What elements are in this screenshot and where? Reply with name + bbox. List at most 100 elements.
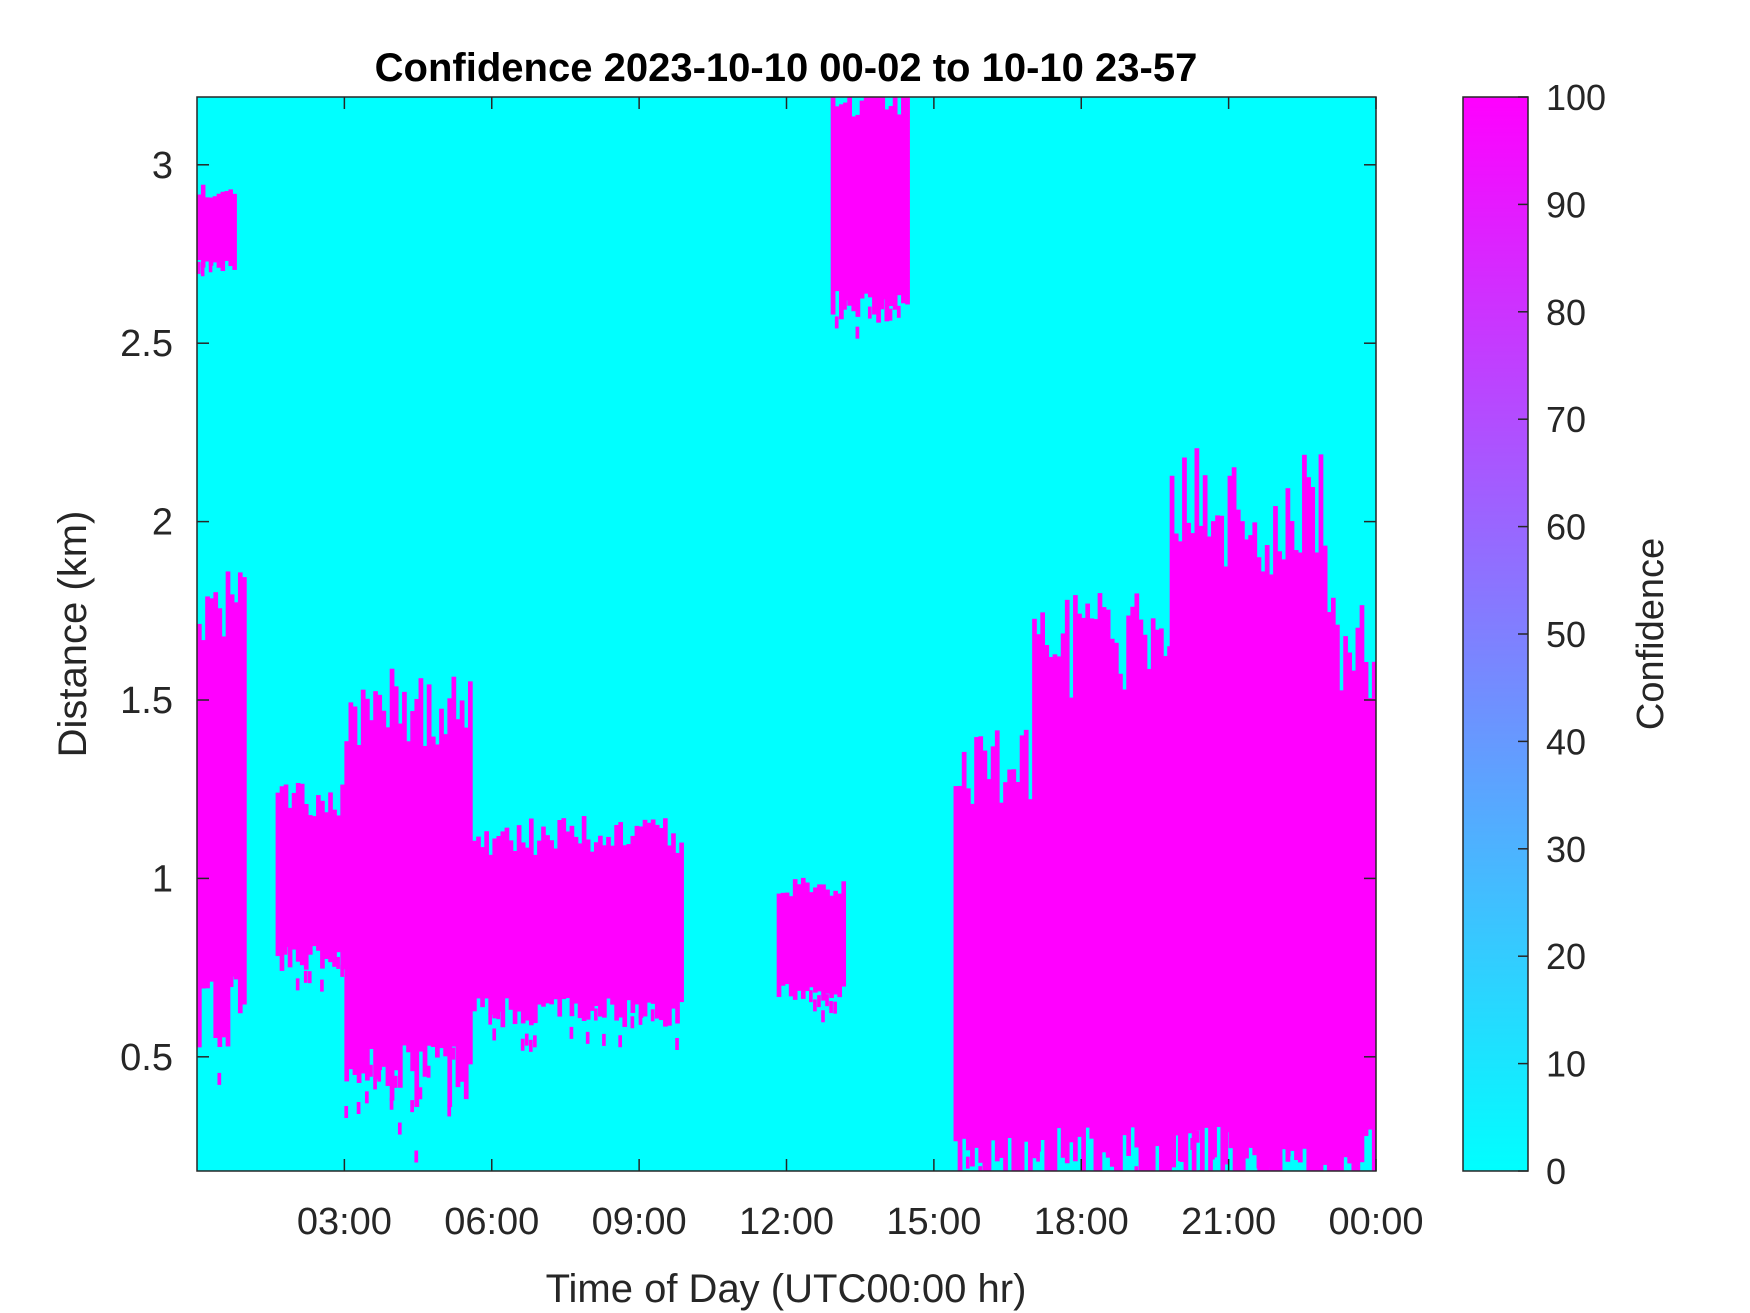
heatmap-cell <box>1257 1253 1261 1265</box>
heatmap-cell <box>414 698 420 1107</box>
heatmap-cell <box>1289 521 1295 1150</box>
heatmap-cell <box>229 975 234 988</box>
heatmap-cell <box>336 956 340 969</box>
heatmap-cell <box>618 822 623 1018</box>
heatmap-cell <box>809 892 814 988</box>
colorbar-tick-label: 80 <box>1546 292 1586 333</box>
heatmap-cell <box>225 571 231 1047</box>
heatmap-cell <box>884 109 890 322</box>
x-tick-label: 15:00 <box>886 1201 981 1243</box>
heatmap-cell <box>418 1087 423 1100</box>
heatmap-cell <box>602 845 607 1018</box>
heatmap-cell <box>1319 1188 1323 1200</box>
heatmap-cell <box>813 887 818 993</box>
heatmap-cell <box>1015 782 1021 1171</box>
heatmap-cell <box>1056 656 1062 1129</box>
heatmap-cell <box>451 1047 456 1060</box>
heatmap-cell <box>630 1016 635 1029</box>
heatmap-cell <box>447 1104 452 1117</box>
heatmap-cell <box>1143 1232 1147 1244</box>
heatmap-cell <box>213 592 219 1039</box>
heatmap-cell <box>197 261 201 274</box>
heatmap-cell <box>348 702 354 1070</box>
heatmap-cell <box>1248 535 1254 1084</box>
heatmap-cell <box>303 804 309 970</box>
heatmap-cell <box>1293 1116 1298 1129</box>
heatmap-cell <box>1326 612 1332 1171</box>
y-tick-label: 2 <box>152 502 173 544</box>
heatmap-cell <box>841 881 847 987</box>
heatmap-cell <box>557 820 563 1017</box>
heatmap-cell <box>784 892 790 985</box>
colorbar-tick-label: 50 <box>1546 614 1586 655</box>
heatmap-cell <box>618 1035 622 1048</box>
heatmap-cell <box>634 825 640 1005</box>
heatmap-cell <box>650 1009 655 1022</box>
heatmap-cell <box>1227 475 1233 1092</box>
heatmap-cell <box>880 97 886 300</box>
heatmap-cell <box>1202 475 1208 1108</box>
heatmap-cell <box>201 640 206 989</box>
heatmap-cell <box>1306 477 1311 1129</box>
heatmap-cell <box>1173 1117 1178 1130</box>
heatmap-cell <box>476 836 481 999</box>
heatmap-cell <box>1182 457 1187 1140</box>
heatmap-cell <box>541 826 546 1007</box>
heatmap-cell <box>299 783 305 966</box>
heatmap-cell <box>1281 559 1287 1150</box>
heatmap-cell <box>1028 1234 1032 1246</box>
heatmap-cell <box>545 835 550 1004</box>
colorbar-tick-label: 40 <box>1546 721 1586 762</box>
heatmap-cell <box>553 848 559 1000</box>
heatmap-cell <box>516 825 522 1012</box>
colorbar-tick-label: 0 <box>1546 1151 1566 1192</box>
heatmap-cell <box>1297 552 1303 1163</box>
heatmap-cell <box>307 971 312 984</box>
heatmap-cell <box>630 835 636 1013</box>
heatmap-cell <box>896 114 902 296</box>
heatmap-cell <box>1167 646 1172 1171</box>
heatmap-cell <box>1105 609 1111 1158</box>
heatmap-cell <box>1032 618 1037 1159</box>
heatmap-cell <box>1264 545 1270 1171</box>
heatmap-cell <box>1278 1195 1282 1207</box>
heatmap-cell <box>414 1150 419 1163</box>
heatmap-cell <box>1355 627 1361 1171</box>
heatmap-cell <box>843 297 847 310</box>
heatmap-cell <box>855 326 860 339</box>
heatmap-cell <box>381 710 387 1067</box>
heatmap-cell <box>829 895 834 999</box>
heatmap-cell <box>312 816 317 947</box>
heatmap-cell <box>200 184 206 268</box>
heatmap-cell <box>377 694 383 1071</box>
heatmap-cell <box>1335 1189 1339 1201</box>
heatmap-cell <box>364 1091 369 1104</box>
heatmap-cell <box>585 839 591 1020</box>
x-axis: 03:00 06:00 09:00 12:00 15:00 18:00 21:00 00:00 <box>297 97 1424 1243</box>
heatmap-cell <box>1318 454 1324 1111</box>
heatmap-cell <box>880 297 885 310</box>
heatmap-cell <box>328 792 333 963</box>
heatmap-cell <box>1351 670 1357 1171</box>
heatmap-cell <box>533 854 538 1024</box>
heatmap-cell <box>622 845 628 1027</box>
heatmap-cell <box>953 786 959 1142</box>
heatmap-cell <box>565 831 571 999</box>
heatmap-cell <box>1302 1101 1306 1114</box>
heatmap-cell <box>1339 690 1344 1171</box>
heatmap-cell <box>776 893 782 997</box>
heatmap-cell <box>508 840 514 1010</box>
heatmap-cell <box>800 877 806 999</box>
heatmap-cell <box>1089 618 1095 1139</box>
heatmap-cell <box>229 594 235 977</box>
heatmap-cell <box>369 1064 373 1077</box>
heatmap-cell <box>1273 1149 1277 1162</box>
heatmap-cell <box>393 1075 398 1088</box>
colorbar-tick-label: 10 <box>1546 1044 1586 1085</box>
heatmap-cell <box>1060 633 1066 1158</box>
heatmap-cell <box>1327 1278 1331 1290</box>
heatmap-cell <box>1244 539 1249 1159</box>
heatmap-cell <box>577 843 583 1019</box>
heatmap-cell <box>397 723 403 1088</box>
colorbar <box>1462 96 1529 1172</box>
